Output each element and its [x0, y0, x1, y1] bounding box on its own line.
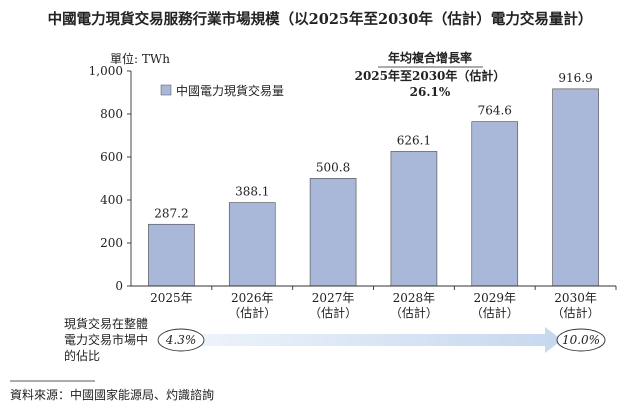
- cagr-value: 26.1%: [410, 85, 451, 99]
- bar: [552, 88, 599, 287]
- x-tick-label: （估計）: [228, 305, 276, 320]
- x-tick-label: 2028年: [393, 291, 436, 305]
- share-start-oval: [157, 328, 205, 352]
- bar-value-label: 500.8: [316, 160, 350, 174]
- bar: [228, 202, 276, 287]
- bar-value-label: 764.6: [478, 104, 512, 118]
- share-end-value: 10.0%: [562, 333, 600, 347]
- share-label-line-1: 現貨交易在整體: [64, 316, 148, 331]
- x-tick-label: 2029年: [473, 291, 516, 305]
- bar-value-label: 388.1: [235, 185, 269, 199]
- x-tick-label: （估計）: [552, 305, 600, 320]
- share-start-value: 4.3%: [165, 333, 197, 347]
- cagr-box: 年均複合增長率 2025年至2030年（估計） 26.1%: [355, 50, 506, 99]
- share-section: 現貨交易在整體 電力交易市場中 的佔比 4.3% 10.0%: [64, 316, 606, 363]
- bar-value-label: 287.2: [154, 206, 188, 220]
- bar-value-label: 626.1: [397, 133, 431, 147]
- x-tick-label: 2030年: [554, 291, 597, 305]
- x-tick-label: （估計）: [390, 305, 438, 320]
- y-tick-label: 600: [100, 150, 123, 164]
- x-tick-label: 2025年: [150, 291, 193, 305]
- source-note: 資料來源：中國國家能源局、灼識諮詢: [10, 387, 214, 402]
- bar: [148, 223, 195, 287]
- bar-value-label: 916.9: [558, 71, 592, 85]
- chart-title: 中國電力現貨交易服務行業市場規模（以2025年至2030年（估計）電力交易量計）: [48, 10, 593, 28]
- legend: 中國電力現貨交易量: [160, 83, 284, 98]
- y-tick-label: 400: [100, 193, 123, 207]
- legend-label: 中國電力現貨交易量: [176, 83, 284, 98]
- share-arrow: [185, 327, 562, 353]
- bar: [390, 151, 438, 287]
- y-tick-label: 200: [100, 236, 123, 250]
- bars: 287.2 388.1 500.8 626.1 764.6 916.9: [148, 71, 599, 287]
- cagr-period: 2025年至2030年（估計）: [355, 68, 506, 83]
- x-tick-label: （估計）: [471, 305, 519, 320]
- y-tick-label: 0: [115, 279, 123, 293]
- bar: [309, 178, 357, 287]
- y-axis: 0 200 400 600 800 1,000: [89, 64, 132, 293]
- y-tick-label: 1,000: [89, 64, 123, 78]
- share-label-line-3: 的佔比: [64, 348, 100, 363]
- bar: [471, 121, 519, 287]
- share-end-oval: [556, 328, 606, 352]
- unit-label: 單位: TWh: [110, 51, 170, 66]
- x-tick-label: （估計）: [309, 305, 357, 320]
- cagr-heading: 年均複合增長率: [388, 50, 472, 65]
- y-tick-label: 800: [100, 107, 123, 121]
- x-tick-label: 2027年: [312, 291, 355, 305]
- legend-swatch: [160, 84, 172, 96]
- x-axis: 2025年 2026年（估計）2027年（估計）2028年（估計）2029年（估計…: [131, 285, 617, 320]
- share-label-line-2: 電力交易市場中: [64, 332, 148, 347]
- x-tick-label: 2026年: [231, 291, 274, 305]
